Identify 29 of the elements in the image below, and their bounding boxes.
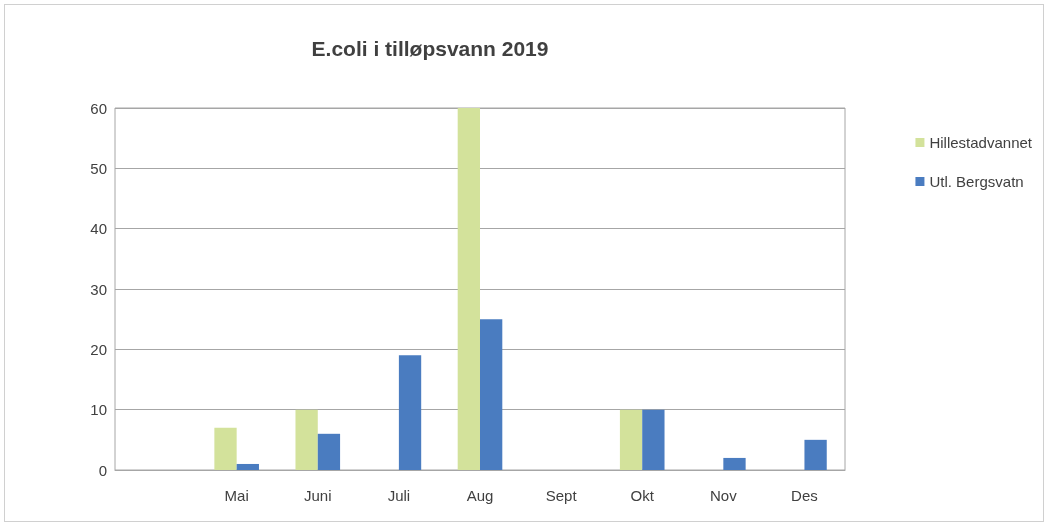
x-tick-label: Des: [791, 487, 818, 504]
chart-title: E.coli i tilløpsvann 2019: [311, 37, 549, 60]
y-tick-label: 20: [90, 340, 107, 358]
legend-label: Hillestadvannet: [929, 134, 1033, 151]
bar: [295, 409, 318, 470]
x-tick-label: Juli: [387, 487, 411, 504]
x-tick-label: Okt: [630, 487, 655, 504]
bar: [236, 463, 259, 470]
bar: [398, 355, 422, 470]
legend-label: Utl. Bergsvatn: [929, 173, 1024, 190]
x-tick-label: Sept: [545, 487, 578, 504]
bar: [723, 457, 746, 470]
x-tick-label: Aug: [466, 487, 494, 504]
y-tick-label: 50: [90, 159, 107, 177]
bar: [804, 439, 827, 470]
x-tick-label: Mai: [224, 487, 249, 504]
bar: [642, 409, 665, 470]
x-tick-label: Nov: [709, 487, 738, 504]
y-tick-label: 0: [98, 461, 107, 479]
bar: [457, 108, 480, 470]
y-tick-label: 30: [90, 280, 107, 298]
bar: [317, 433, 341, 470]
y-tick-label: 60: [90, 99, 107, 117]
y-tick-label: 10: [90, 401, 107, 419]
y-tick-label: 40: [90, 220, 107, 238]
bar: [480, 319, 503, 470]
x-tick-label: Juni: [304, 487, 332, 504]
bar: [214, 427, 237, 470]
bar: [619, 409, 643, 470]
